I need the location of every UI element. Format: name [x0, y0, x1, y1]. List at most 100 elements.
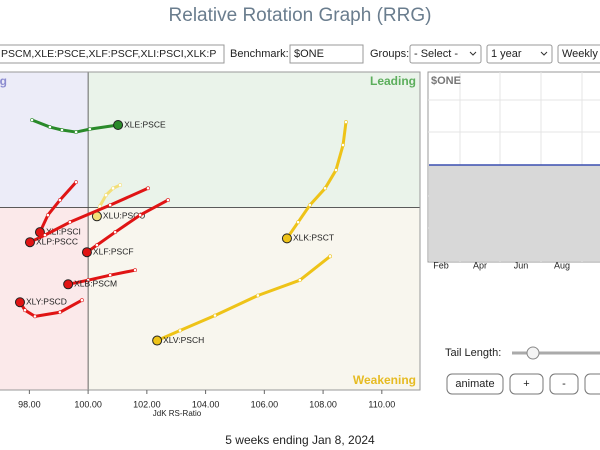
- tail-point: [178, 328, 182, 333]
- tail-point: [30, 118, 34, 122]
- series-label: XLB:PSCM: [74, 279, 117, 289]
- button[interactable]: [509, 373, 544, 395]
- x-tick-label: 104.00: [192, 399, 220, 409]
- tail-line: [38, 180, 78, 234]
- tail-point: [328, 254, 333, 259]
- mini-area: [429, 165, 600, 261]
- head-point: [14, 297, 25, 308]
- tail-point: [108, 203, 113, 207]
- tail-length-label: Tail Length:: [445, 347, 501, 359]
- tail-point: [104, 193, 108, 197]
- benchmark-label: Benchmark:: [230, 48, 289, 60]
- tail-point: [344, 120, 348, 124]
- x-tick-label: 102.00: [133, 399, 161, 409]
- tail-point: [87, 127, 92, 132]
- groups-label: Groups:: [370, 48, 409, 60]
- button[interactable]: [446, 373, 504, 395]
- tail-point: [74, 130, 78, 134]
- slider-thumb[interactable]: [526, 346, 540, 360]
- tail-point: [296, 220, 301, 225]
- tail-point: [23, 308, 27, 313]
- series-label: XLE:PSCE: [124, 119, 166, 129]
- x-axis-label: JdK RS-Ratio: [153, 409, 202, 418]
- tail-point: [48, 125, 52, 129]
- series-label: XLK:PSCT: [293, 233, 334, 243]
- tail-point: [113, 230, 118, 235]
- groups-select[interactable]: [409, 44, 482, 64]
- benchmark-input[interactable]: [289, 44, 364, 64]
- quadrant-label: Weakening: [353, 373, 416, 387]
- tail-point: [68, 220, 72, 225]
- button[interactable]: [549, 373, 579, 395]
- frequency-value: Weekly: [562, 48, 598, 60]
- tail-point: [58, 310, 62, 315]
- x-tick-label: 106.00: [251, 399, 279, 409]
- series-label: XLF:PSCF: [93, 246, 134, 256]
- tail-point: [108, 273, 113, 278]
- tail-point: [43, 233, 47, 238]
- benchmark-value: $ONE: [294, 48, 324, 60]
- head-point: [81, 247, 92, 258]
- tail-point: [58, 198, 62, 202]
- period-select[interactable]: [486, 44, 553, 64]
- tail-line: [66, 268, 137, 286]
- tail-point: [334, 168, 338, 172]
- quadrant-label: Improving: [0, 74, 7, 88]
- button[interactable]: [584, 373, 600, 395]
- tail-point: [255, 293, 260, 298]
- series-label: XLP:PSCC: [36, 236, 78, 246]
- tail-point: [133, 268, 138, 273]
- dropdown-arrow: [469, 51, 477, 56]
- series-label: XLY:PSCD: [26, 297, 67, 307]
- month-label: Jun: [514, 260, 529, 270]
- x-tick-label: 98.00: [18, 399, 41, 409]
- tail-point: [86, 278, 91, 283]
- footer: 5 weeks ending Jan 8, 2024: [225, 433, 375, 447]
- tail-point: [166, 198, 170, 202]
- frequency-select[interactable]: [557, 44, 600, 64]
- tail-point: [341, 143, 345, 147]
- head-point: [24, 237, 35, 248]
- head-point: [152, 335, 163, 346]
- head-point: [113, 120, 124, 130]
- tail-point: [297, 278, 302, 283]
- tail-point: [146, 186, 150, 191]
- symbols-text: PSCM,XLE:PSCE,XLF:PSCF,XLI:PSCI,XLK:P: [1, 48, 216, 60]
- quadrant-leading: [88, 72, 421, 208]
- button-label: +: [523, 378, 529, 390]
- tail-point: [307, 203, 312, 207]
- groups-value: - Select -: [414, 48, 458, 60]
- tail-point: [323, 186, 328, 191]
- tail-point: [118, 183, 123, 187]
- x-tick-label: 108.00: [309, 399, 337, 409]
- month-label: Apr: [473, 260, 487, 270]
- tail-point: [60, 128, 64, 132]
- tail-point: [95, 243, 99, 248]
- quadrant-improving: [0, 72, 89, 208]
- series-label: XLU:PSCU: [103, 211, 146, 221]
- x-tick-label: 110.00: [368, 399, 395, 409]
- button-label: -: [562, 378, 566, 390]
- dropdown-arrow: [540, 51, 548, 56]
- tail-line: [30, 118, 120, 134]
- tail-point: [74, 180, 78, 185]
- tail-point: [45, 213, 50, 218]
- month-label: Feb: [433, 260, 449, 270]
- tail-point: [80, 298, 84, 303]
- series-label: XLV:PSCH: [163, 335, 204, 345]
- tail-point: [138, 213, 142, 218]
- plot-frame: [0, 71, 421, 391]
- tail-line: [155, 254, 332, 343]
- quadrant-lagging: [0, 207, 89, 390]
- page-title: Relative Rotation Graph (RRG): [169, 5, 432, 26]
- rrg-chart: Leading Weakening Improving 98.00 100.00 102.…: [0, 71, 421, 418]
- tail-point: [33, 314, 37, 319]
- button-label: animate: [455, 378, 494, 390]
- tail-point: [213, 313, 217, 318]
- x-tick-label: 100.00: [74, 399, 102, 409]
- head-point: [63, 279, 74, 290]
- series-label: XLI:PSCI: [46, 226, 81, 236]
- symbols-input[interactable]: [0, 44, 225, 64]
